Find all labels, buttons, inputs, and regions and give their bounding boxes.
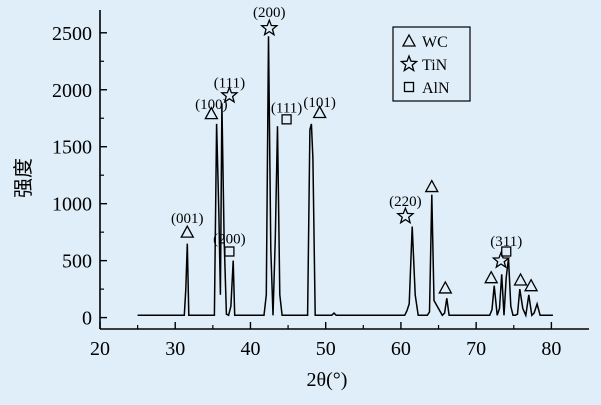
- wc-triangle-marker: [180, 224, 195, 238]
- wc-triangle-marker: [401, 33, 417, 47]
- aln-square-marker: [224, 246, 235, 257]
- y-tick-label: 2000: [52, 80, 92, 102]
- wc-triangle-marker: [523, 278, 539, 292]
- peak-label: (311): [490, 234, 522, 250]
- x-tick-label: 80: [541, 338, 561, 360]
- peak-label: (111): [271, 101, 302, 117]
- peak-label: (111): [214, 75, 245, 91]
- wc-triangle-marker: [484, 270, 499, 284]
- wc-triangle-marker: [312, 105, 327, 119]
- aln-square-marker: [281, 114, 292, 125]
- x-tick-label: 20: [90, 338, 110, 360]
- x-tick-label: 30: [165, 338, 185, 360]
- peak-label: (200): [213, 232, 246, 248]
- y-tick-label: 0: [82, 308, 92, 330]
- x-axis-title: 2θ(°): [307, 369, 348, 391]
- wc-triangle-marker: [424, 179, 439, 193]
- tin-star-marker: [399, 54, 419, 72]
- y-axis-title: 强度: [12, 158, 35, 198]
- peak-label: (100): [195, 97, 228, 113]
- x-tick-label: 60: [391, 338, 411, 360]
- x-tick-label: 50: [316, 338, 336, 360]
- y-tick-label: 500: [62, 251, 92, 273]
- x-tick-label: 40: [240, 338, 260, 360]
- legend-label: WC: [422, 34, 448, 51]
- legend-label: AlN: [422, 80, 450, 97]
- y-tick-label: 1500: [52, 137, 92, 159]
- aln-square-marker: [403, 81, 415, 93]
- wc-triangle-marker: [204, 106, 219, 120]
- peak-label: (220): [389, 194, 422, 210]
- peak-label: (001): [171, 211, 204, 227]
- wc-triangle-marker: [438, 280, 453, 294]
- tin-star-marker: [491, 250, 511, 269]
- wc-triangle-marker: [513, 272, 528, 286]
- y-tick-label: 1000: [52, 194, 92, 216]
- y-tick-label: 2500: [52, 23, 92, 45]
- aln-square-marker: [501, 246, 512, 257]
- legend-box: [392, 26, 471, 102]
- xrd-pattern-line: [137, 36, 553, 318]
- peak-label: (101): [303, 95, 336, 111]
- tin-star-marker: [259, 18, 279, 37]
- tin-star-marker: [220, 85, 239, 104]
- tin-star-marker: [396, 206, 415, 225]
- x-tick-label: 70: [466, 338, 486, 360]
- peak-label: (200): [253, 5, 286, 21]
- legend-label: TiN: [422, 57, 448, 74]
